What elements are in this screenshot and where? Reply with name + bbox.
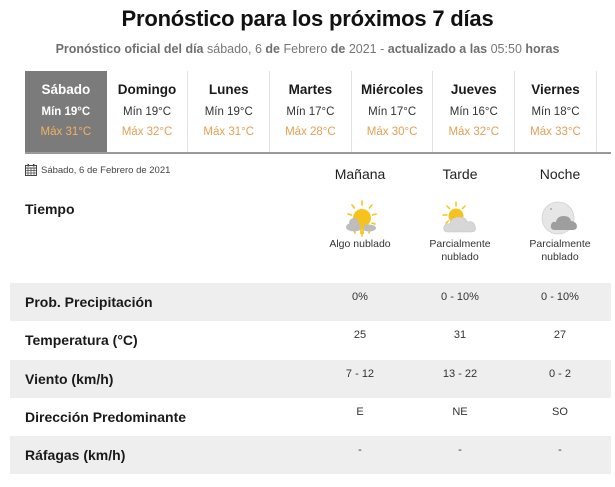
day-tab-miercoles[interactable]: Miércoles Mín 17°C Máx 30°C	[352, 71, 434, 152]
day-name: Jueves	[450, 82, 497, 97]
day-name: Domingo	[117, 82, 177, 97]
day-tab-viernes[interactable]: Viernes Mín 18°C Máx 33°C	[515, 71, 597, 152]
day-name: Miércoles	[360, 82, 424, 97]
row-label: Viento (km/h)	[25, 370, 114, 387]
day-min-temp: Mín 18°C	[531, 106, 580, 118]
row-label: Temperatura (°C)	[25, 332, 138, 349]
row-value-tarde: -	[458, 444, 462, 457]
weather-desc: nublado	[441, 251, 479, 263]
row-value-manana: -	[358, 444, 362, 457]
forecast-detail-table: Prob. Precipitación 0% 0 - 10% 0 - 10% T…	[10, 283, 611, 475]
table-row-precipitation: Prob. Precipitación 0% 0 - 10% 0 - 10%	[10, 283, 611, 322]
day-max-temp: Máx 32°C	[121, 126, 173, 138]
weather-noche: Parcialmente nublado	[510, 198, 610, 264]
subtitle-de: de	[330, 42, 346, 56]
weather-label: Tiempo	[25, 201, 75, 217]
day-min-temp: Mín 17°C	[286, 106, 335, 118]
day-max-temp: Máx 33°C	[530, 126, 581, 138]
day-tab-martes[interactable]: Martes Mín 17°C Máx 28°C	[270, 71, 352, 152]
calendar-icon	[25, 164, 37, 176]
day-min-temp: Mín 16°C	[449, 106, 498, 118]
row-value-tarde: NE	[452, 405, 468, 418]
day-name: Martes	[288, 82, 333, 97]
day-tab-jueves[interactable]: Jueves Mín 16°C Máx 32°C	[433, 71, 516, 152]
weather-manana: Algo nublado	[310, 198, 410, 251]
day-name: Lunes	[208, 82, 249, 97]
subtitle-updated-label: actualizado a las	[387, 42, 488, 56]
partly-cloudy-night-icon	[541, 201, 577, 235]
row-label: Prob. Precipitación	[25, 294, 153, 310]
table-row-gusts: Ráfagas (km/h) - - -	[10, 436, 611, 475]
day-name: Viernes	[531, 82, 580, 97]
day-min-temp: Mín 19°C	[204, 106, 253, 118]
day-name: Sábado	[41, 82, 91, 97]
row-value-noche: 27	[553, 329, 567, 342]
row-label: Dirección Predominante	[25, 408, 187, 425]
day-min-temp: Mín 19°C	[41, 106, 91, 118]
row-value-noche: 0 - 2	[548, 367, 571, 380]
subtitle-month: Febrero	[283, 42, 328, 56]
row-value-tarde: 31	[453, 329, 467, 342]
selected-date: Sábado, 6 de Febrero de 2021	[25, 164, 170, 176]
day-max-temp: Máx 31°C	[40, 126, 92, 138]
row-value-manana: 7 - 12	[345, 367, 375, 380]
sun-behind-cloud-icon	[346, 200, 377, 237]
partly-cloudy-day-icon	[442, 201, 476, 233]
subtitle-hours-label: horas	[525, 42, 560, 56]
day-tab-lunes[interactable]: Lunes Mín 19°C Máx 31°C	[188, 71, 271, 152]
row-value-manana: 0%	[352, 291, 368, 303]
day-tab-domingo[interactable]: Domingo Mín 19°C Máx 32°C	[107, 71, 189, 152]
weather-desc: Parcialmente	[429, 238, 491, 250]
day-max-temp: Máx 28°C	[285, 126, 336, 138]
subtitle-year: 2021 -	[348, 42, 385, 56]
day-max-temp: Máx 31°C	[203, 126, 255, 138]
period-header-noche: Noche	[539, 166, 581, 182]
day-max-temp: Máx 32°C	[448, 126, 500, 138]
row-value-noche: -	[558, 444, 562, 457]
subtitle-de: de	[265, 42, 280, 56]
day-max-temp: Máx 30°C	[366, 126, 418, 138]
table-row-temperature: Temperatura (°C) 25 31 27	[10, 321, 611, 359]
forecast-subtitle: Pronóstico oficial del día sábado, 6 de …	[0, 42, 615, 56]
row-value-noche: 0 - 10%	[541, 291, 579, 303]
row-label: Ráfagas (km/h)	[25, 447, 126, 464]
period-header-manana: Mañana	[334, 166, 386, 182]
subtitle-prefix: Pronóstico oficial del día	[55, 42, 204, 56]
row-value-tarde: 13 - 22	[442, 367, 478, 380]
day-tabs: Sábado Mín 19°C Máx 31°C Domingo Mín 19°…	[25, 71, 611, 154]
day-tab-sabado[interactable]: Sábado Mín 19°C Máx 31°C	[25, 71, 107, 152]
selected-date-text: Sábado, 6 de Febrero de 2021	[41, 164, 171, 176]
page-title: Pronóstico para los próximos 7 días	[121, 6, 494, 31]
weather-desc: Parcialmente	[529, 238, 591, 250]
row-value-manana: 25	[353, 329, 367, 342]
table-row-wind-direction: Dirección Predominante E NE SO	[10, 398, 611, 436]
weather-desc: nublado	[541, 251, 579, 263]
period-header-tarde: Tarde	[442, 166, 478, 182]
subtitle-time: 05:50	[490, 42, 522, 56]
table-row-wind: Viento (km/h) 7 - 12 13 - 22 0 - 2	[10, 359, 611, 398]
day-min-temp: Mín 17°C	[368, 106, 417, 118]
day-min-temp: Mín 19°C	[123, 106, 172, 118]
row-value-tarde: 0 - 10%	[441, 291, 479, 303]
weather-tarde: Parcialmente nublado	[410, 198, 510, 264]
weather-desc: Algo nublado	[329, 238, 391, 250]
row-value-noche: SO	[552, 405, 568, 418]
row-value-manana: E	[356, 405, 364, 418]
subtitle-weekday: sábado, 6	[207, 42, 262, 56]
